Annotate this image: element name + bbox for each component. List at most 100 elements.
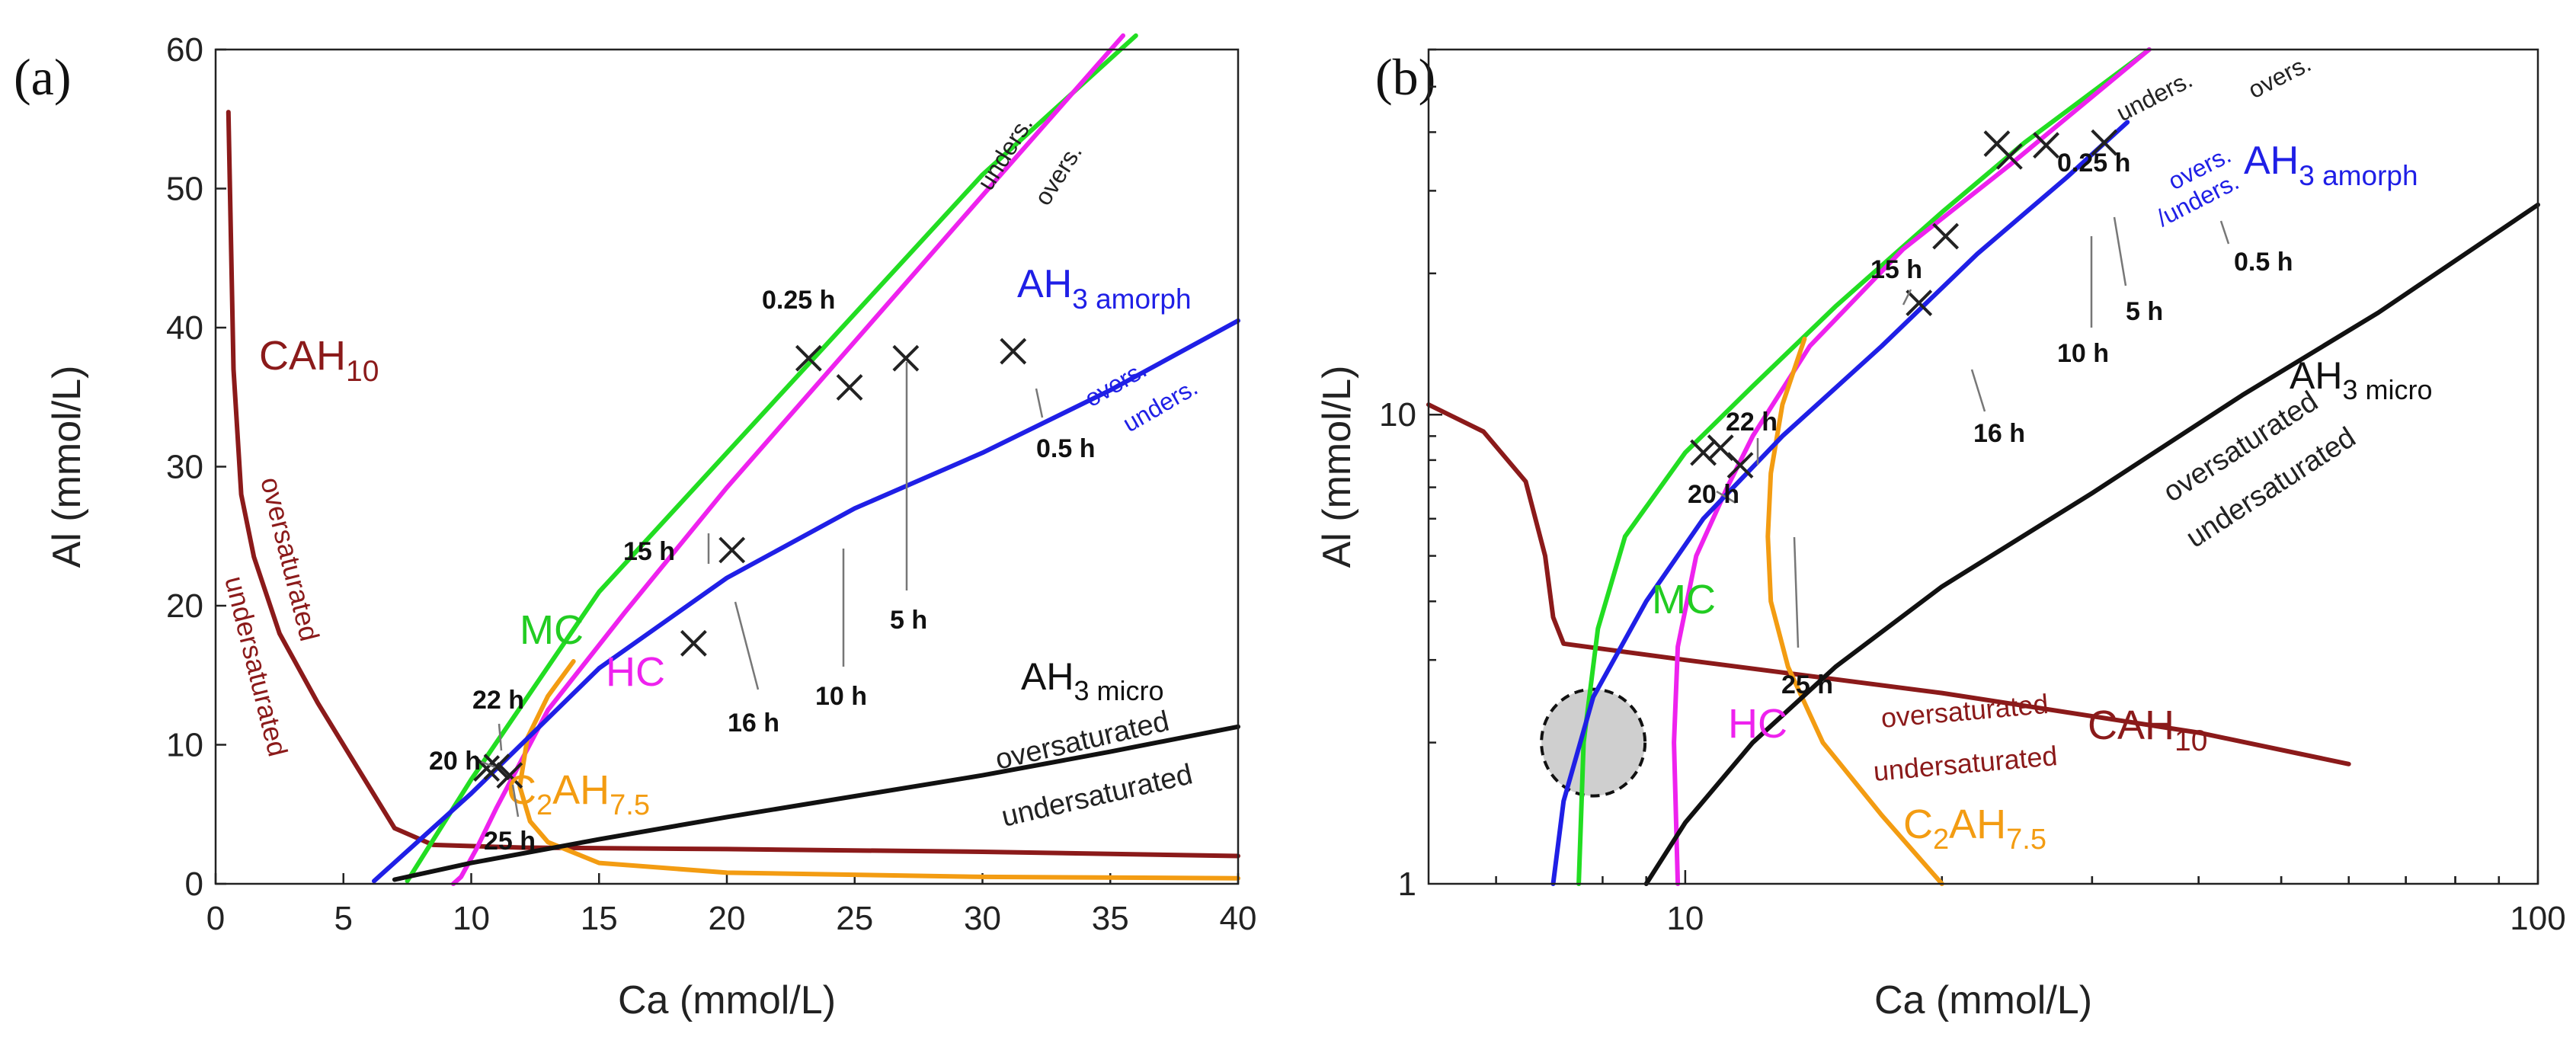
chart-panel-a: 0 5 10 15 20 25 30 35 40 0 10 20 30 40 50 60 Ca (mmol/L)…	[45, 31, 1257, 1022]
data-point	[473, 755, 501, 782]
label-oversaturated: oversaturated	[254, 474, 325, 645]
x-tick-label: 10	[1666, 900, 1704, 937]
time-label: 0.25 h	[762, 286, 835, 315]
data-point	[496, 762, 523, 789]
series-line-c2ah7-5	[1765, 336, 1944, 886]
x-axis-label: Ca (mmol/L)	[618, 978, 836, 1022]
label-hc: HC	[606, 649, 665, 695]
y-axis-label: Al (mmol/L)	[45, 366, 89, 568]
time-leader-line	[2113, 216, 2127, 286]
data-point	[1000, 338, 1027, 365]
panel-a-label: (a)	[14, 48, 72, 106]
label-overs-mc: overs.	[2244, 50, 2315, 104]
highlight-circle	[1540, 687, 1647, 798]
y-tick-label: 50	[166, 171, 203, 208]
panel-a-plot-frame	[214, 48, 1240, 885]
y-tick-label: 1	[1398, 866, 1416, 903]
label-cah10: CAH10	[259, 333, 379, 388]
label-overs-mc: overs.	[1029, 139, 1087, 210]
series-line-hc	[1672, 47, 2152, 886]
series-line-ah3-amorph	[1550, 120, 2130, 886]
time-label: 5 h	[2126, 297, 2163, 326]
series-line-mc	[405, 33, 1138, 884]
x-tick-label: 20	[709, 900, 746, 937]
series-line-mc	[1576, 47, 2152, 886]
label-hc: HC	[1728, 701, 1787, 747]
label-ah3-micro: AH3 micro	[1021, 655, 1164, 706]
data-point-stroke	[1932, 222, 1960, 250]
label-ah3-amorph: AH3 amorph	[2244, 139, 2418, 191]
time-label: 20 h	[429, 747, 481, 776]
data-point-stroke	[1995, 142, 2023, 170]
data-point	[718, 536, 746, 564]
y-tick-label: 30	[166, 449, 203, 486]
time-label: 22 h	[1726, 408, 1778, 437]
time-leader-line	[1793, 536, 1800, 648]
chart-panel-b: 10 100 1 10 Ca (mmol/L) Al (mmol/L) MC HC CAH10 o…	[1315, 47, 2566, 1022]
x-axis-label: Ca (mmol/L)	[1874, 978, 2092, 1022]
panel-b-plot-frame	[1427, 48, 2539, 885]
data-point	[892, 344, 920, 372]
label-unders-mc: unders.	[971, 111, 1038, 195]
y-tick-label: 0	[185, 866, 203, 903]
label-ah3-micro: AH3 micro	[2290, 354, 2433, 405]
data-point	[680, 629, 707, 657]
data-point-stroke	[1707, 434, 1734, 462]
x-tick-label: 100	[2510, 900, 2565, 937]
x-tick-label: 40	[1220, 900, 1257, 937]
panel-b-plot	[1426, 47, 2540, 886]
data-point	[1906, 290, 1933, 317]
data-point	[1690, 439, 1717, 466]
time-leader-line	[1035, 388, 1044, 418]
series-line-cah10	[226, 110, 1240, 859]
time-leader-line	[1902, 289, 1912, 306]
label-mc: MC	[1652, 577, 1716, 622]
x-tick-label: 0	[206, 900, 225, 937]
time-label: 10 h	[2057, 339, 2109, 368]
label-c2ah75: C2AH7.5	[507, 767, 650, 821]
series-line-c2ah7-5	[517, 659, 1240, 881]
x-tick-label: 35	[1092, 900, 1129, 937]
label-oversaturated: oversaturated	[1880, 688, 2050, 734]
data-point-stroke	[680, 629, 707, 657]
y-tick-label: 20	[166, 587, 203, 625]
x-tick-label: 5	[334, 900, 353, 937]
time-label: 16 h	[728, 709, 779, 738]
time-label: 10 h	[815, 682, 867, 711]
data-point-stroke	[1906, 290, 1933, 317]
series-line-ah3-micro	[392, 724, 1240, 882]
time-leader-line	[2219, 220, 2230, 245]
time-label: 25 h	[1781, 670, 1833, 699]
label-unders-mc: unders.	[2112, 66, 2197, 127]
data-point-stroke	[892, 344, 920, 372]
data-point	[1726, 452, 1754, 479]
label-ah3-amorph: AH3 amorph	[1017, 262, 1192, 315]
series-line-ah3-micro	[1643, 202, 2540, 886]
data-point-stroke	[1690, 439, 1717, 466]
series-line-cah10	[1426, 402, 2351, 766]
time-label: 0.5 h	[2234, 248, 2293, 277]
data-point	[2033, 132, 2059, 159]
y-tick-label: 40	[166, 309, 203, 347]
label-undersaturated: undersaturated	[1872, 740, 2059, 787]
y-tick-label: 60	[166, 31, 203, 69]
data-point-stroke	[795, 344, 822, 372]
label-mc: MC	[520, 607, 584, 653]
label-undersaturated: undersaturated	[219, 573, 293, 760]
data-point	[1995, 142, 2023, 170]
label-c2ah75: C2AH7.5	[1903, 802, 2046, 856]
x-tick-label: 15	[581, 900, 618, 937]
x-tick-label: 30	[964, 900, 1001, 937]
panel-b-label: (b)	[1375, 48, 1436, 106]
data-point-stroke	[718, 536, 746, 564]
time-label: 16 h	[1973, 419, 2025, 448]
time-label: 5 h	[890, 606, 927, 635]
y-tick-label: 10	[166, 727, 203, 764]
data-point-stroke	[2091, 129, 2118, 156]
label-oversaturated-micro: oversaturated	[993, 706, 1173, 776]
data-point-stroke	[483, 754, 510, 781]
data-point-stroke	[1000, 338, 1027, 365]
time-leader-line	[498, 723, 503, 751]
time-label: 15 h	[1870, 255, 1922, 284]
data-point	[795, 344, 822, 372]
